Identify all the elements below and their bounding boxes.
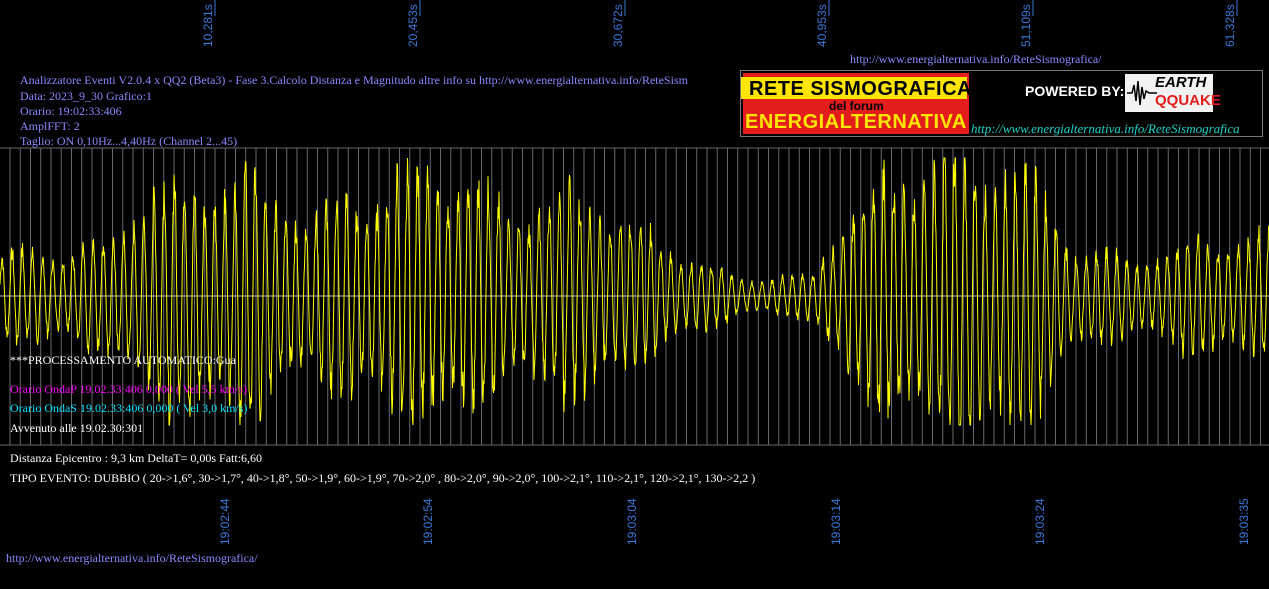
bottom-tick-label: 19:03:14 xyxy=(829,498,843,545)
logo-brand-top: EARTH xyxy=(1155,74,1207,91)
bottom-axis-ticks: 19:02:44 19:02:54 19:03:04 19:03:14 19:03:24… xyxy=(218,498,1251,545)
logo-title-top: RETE SISMOGRAFICA xyxy=(749,78,972,100)
bottom-tick-label: 19:02:54 xyxy=(421,498,435,545)
logo-powered-by: POWERED BY: xyxy=(1025,83,1125,99)
bottom-tick-label: 19:02:44 xyxy=(218,498,232,545)
seismic-wave-icon xyxy=(1127,80,1157,106)
onda-p-time: Orario OndaP 19.02.33:406 0,000 ( Vel 5,… xyxy=(10,382,247,396)
header-filter: Taglio: ON 0,10Hz...4,40Hz (Channel 2...… xyxy=(20,134,238,148)
processing-status: ***PROCESSAMENTO AUTOMATICO:Gua xyxy=(10,353,236,367)
seismic-trace xyxy=(0,157,1269,426)
header-date: Data: 2023_9_30 Grafico:1 xyxy=(20,89,152,103)
event-time: Avvenuto alle 19.02.30:301 xyxy=(10,421,144,435)
header-ampl: AmplFFT: 2 xyxy=(20,119,80,133)
header-time: Orario: 19:02:33:406 xyxy=(20,104,122,118)
logo-brand-bottom: QQUAKE xyxy=(1155,92,1221,109)
logo-subtitle: del forum xyxy=(829,99,884,113)
footer-url-link[interactable]: http://www.energialternativa.info/ReteSi… xyxy=(6,551,258,565)
epicenter-distance: Distanza Epicentro : 9,3 km DeltaT= 0,00… xyxy=(10,451,263,465)
onda-s-time: Orario OndaS 19.02.33:406 0,000 ( Vel 3,… xyxy=(10,401,248,415)
header-title: Analizzatore Eventi V2.0.4 x QQ2 (Beta3)… xyxy=(20,73,688,87)
event-type: TIPO EVENTO: DUBBIO ( 20->1,6°, 30->1,7°… xyxy=(10,471,756,485)
logo-yellow-band xyxy=(741,77,967,99)
top-tick-label: 40,953s xyxy=(815,4,829,47)
bottom-tick-label: 19:03:24 xyxy=(1033,498,1047,545)
logo-title-bottom: ENERGIALTERNATIVA xyxy=(745,111,967,133)
top-tick-label: 51,109s xyxy=(1019,4,1033,47)
bottom-tick-label: 19:03:35 xyxy=(1237,498,1251,545)
top-axis-ticks: 10,281s 20,453s 30,672s 40,953s 51,109s 61,32… xyxy=(201,0,1238,47)
top-url-link[interactable]: http://www.energialternativa.info/ReteSi… xyxy=(850,52,1102,66)
bottom-tick-label: 19:03:04 xyxy=(625,498,639,545)
top-tick-label: 30,672s xyxy=(611,4,625,47)
top-tick-label: 61,328s xyxy=(1223,4,1237,47)
top-tick-label: 10,281s xyxy=(201,4,215,47)
logo-url-link[interactable]: http://www.energialternativa.info/ReteSi… xyxy=(971,121,1240,136)
top-tick-label: 20,453s xyxy=(406,4,420,47)
rete-sismografica-logo: RETE SISMOGRAFICA del forum ENERGIALTERN… xyxy=(740,70,1263,137)
